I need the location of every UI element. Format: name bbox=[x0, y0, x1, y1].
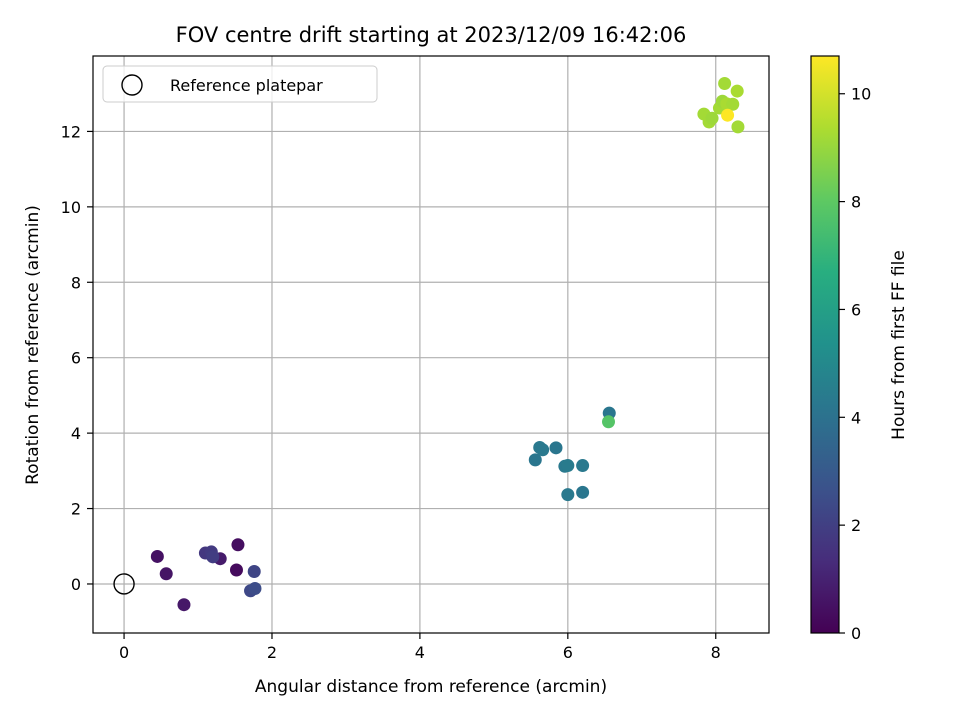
y-tick-label: 4 bbox=[71, 424, 81, 443]
colorbar-tick-label: 10 bbox=[851, 85, 871, 104]
scatter-point bbox=[206, 550, 220, 564]
data-points bbox=[150, 77, 745, 612]
legend-label: Reference platepar bbox=[170, 76, 323, 95]
scatter-point bbox=[730, 84, 744, 98]
chart-title: FOV centre drift starting at 2023/12/09 … bbox=[176, 23, 687, 47]
legend-box bbox=[102, 65, 378, 103]
scatter-point bbox=[718, 77, 732, 91]
scatter-point bbox=[528, 453, 542, 467]
scatter-point bbox=[177, 598, 191, 612]
x-axis-ticks: 0 2 4 6 8 bbox=[119, 633, 721, 662]
colorbar-tick-label: 8 bbox=[851, 193, 861, 212]
legend: Reference platepar bbox=[102, 65, 378, 103]
y-axis-ticks: 0 2 4 6 8 10 12 bbox=[61, 122, 93, 594]
scatter-point bbox=[561, 488, 575, 502]
scatter-point bbox=[231, 538, 245, 552]
scatter-point bbox=[159, 567, 173, 581]
y-tick-label: 8 bbox=[71, 273, 81, 292]
grid bbox=[93, 56, 769, 633]
colorbar-ticks: 0 2 4 6 8 10 bbox=[839, 85, 871, 643]
reference-marker bbox=[113, 573, 135, 595]
colorbar-tick-label: 6 bbox=[851, 300, 861, 319]
colorbar-label: Hours from first FF file bbox=[889, 250, 909, 440]
x-tick-label: 8 bbox=[711, 643, 721, 662]
y-tick-label: 6 bbox=[71, 349, 81, 368]
scatter-point bbox=[150, 549, 164, 563]
scatter-point bbox=[576, 485, 590, 499]
x-tick-label: 4 bbox=[415, 643, 425, 662]
scatter-point bbox=[721, 108, 735, 122]
plot-frame bbox=[92, 55, 770, 634]
x-tick-label: 0 bbox=[119, 643, 129, 662]
colorbar-bar bbox=[810, 55, 840, 634]
colorbar-tick-label: 0 bbox=[851, 624, 861, 643]
x-tick-label: 6 bbox=[563, 643, 573, 662]
colorbar-tick-label: 2 bbox=[851, 516, 861, 535]
scatter-point bbox=[705, 111, 719, 125]
x-tick-label: 2 bbox=[267, 643, 277, 662]
scatter-point bbox=[229, 563, 243, 577]
legend-marker bbox=[121, 74, 143, 96]
scatter-point bbox=[561, 459, 575, 473]
scatter-point bbox=[247, 565, 261, 579]
x-axis-label: Angular distance from reference (arcmin) bbox=[255, 677, 607, 697]
scatter-point bbox=[248, 581, 262, 595]
y-tick-label: 12 bbox=[61, 122, 81, 141]
colorbar-tick-label: 4 bbox=[851, 408, 861, 427]
scatter-point bbox=[536, 443, 550, 457]
y-tick-label: 2 bbox=[71, 500, 81, 519]
colorbar: 0 2 4 6 8 10 Hours from first FF file bbox=[810, 55, 909, 643]
y-tick-label: 0 bbox=[71, 575, 81, 594]
scatter-point bbox=[602, 415, 616, 429]
scatter-point bbox=[576, 459, 590, 473]
y-tick-label: 10 bbox=[61, 198, 81, 217]
scatter-point bbox=[726, 97, 740, 111]
y-axis-label: Rotation from reference (arcmin) bbox=[23, 205, 43, 485]
scatter-point bbox=[731, 120, 745, 134]
scatter-point bbox=[549, 441, 563, 455]
